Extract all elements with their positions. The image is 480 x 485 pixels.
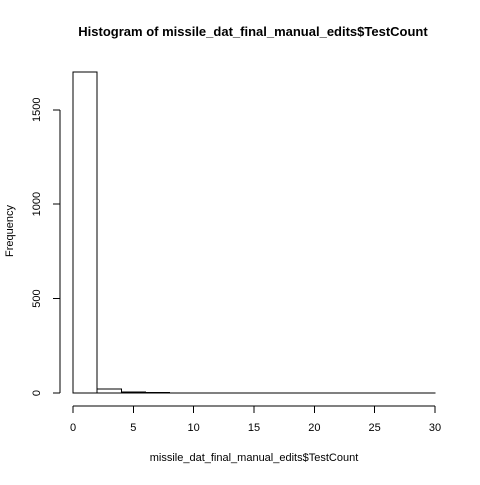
x-tick-label: 0 <box>70 422 76 434</box>
y-tick-label: 0 <box>31 390 43 396</box>
y-tick-label: 500 <box>31 289 43 307</box>
x-tick-label: 25 <box>369 422 381 434</box>
chart-title: Histogram of missile_dat_final_manual_ed… <box>78 24 428 39</box>
x-tick-label: 15 <box>248 422 260 434</box>
histogram-bar <box>73 72 97 393</box>
x-tick-label: 30 <box>429 422 441 434</box>
y-tick-label: 1000 <box>31 192 43 216</box>
x-tick-label: 10 <box>188 422 200 434</box>
y-tick-label: 1500 <box>31 98 43 122</box>
x-axis-label: missile_dat_final_manual_edits$TestCount <box>150 452 359 464</box>
y-axis: 0 500 1000 1500 <box>31 98 60 397</box>
x-tick-label: 5 <box>130 422 136 434</box>
y-axis-label: Frequency <box>4 205 16 257</box>
x-axis: 0 5 10 15 20 25 30 <box>70 406 441 434</box>
x-tick-label: 20 <box>308 422 320 434</box>
histogram-bars <box>73 72 435 393</box>
histogram-bar <box>121 392 145 393</box>
histogram-bar <box>97 389 121 393</box>
